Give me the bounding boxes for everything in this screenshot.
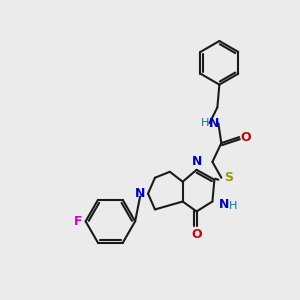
Text: N: N xyxy=(219,198,230,211)
Text: H: H xyxy=(201,118,210,128)
Text: N: N xyxy=(209,117,220,130)
Text: O: O xyxy=(241,130,251,144)
Text: O: O xyxy=(191,228,202,241)
Text: F: F xyxy=(74,215,82,228)
Text: H: H xyxy=(229,202,237,212)
Text: N: N xyxy=(135,187,145,200)
Text: N: N xyxy=(191,155,202,168)
Text: S: S xyxy=(224,171,233,184)
